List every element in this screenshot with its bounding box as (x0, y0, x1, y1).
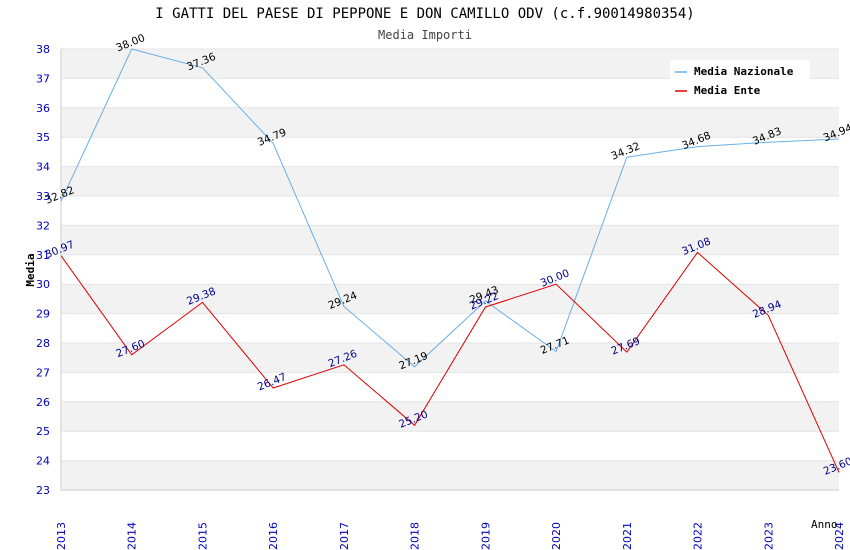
grid-band (61, 107, 839, 138)
y-tick-label: 29 (36, 308, 50, 321)
axes (60, 49, 839, 491)
chart-title: I GATTI DEL PAESE DI PEPPONE E DON CAMIL… (155, 6, 694, 22)
x-tick-label: 2015 (196, 522, 209, 550)
x-tick-label: 2020 (550, 522, 563, 550)
x-tick-label: 2014 (126, 522, 139, 550)
y-tick-label: 32 (36, 219, 50, 232)
y-tick-label: 30 (36, 278, 50, 291)
y-tick-label: 23 (36, 484, 50, 497)
grid-band (61, 401, 839, 432)
y-tick-label: 25 (36, 425, 50, 438)
x-tick-label: 2013 (55, 522, 68, 550)
grid-band (61, 460, 839, 490)
series-layer (60, 48, 840, 473)
x-tick-label: 2017 (338, 522, 351, 550)
y-tick-label: 35 (36, 131, 50, 144)
y-tick-label: 33 (36, 190, 50, 203)
grid-band (61, 196, 839, 226)
y-tick-label: 37 (36, 72, 50, 85)
y-tick-label: 26 (36, 396, 50, 409)
x-tick-label: 2019 (479, 522, 492, 550)
y-tick-label: 34 (36, 161, 50, 174)
grid-bands (61, 48, 839, 491)
grid-band (61, 372, 839, 402)
x-tick-label: 2021 (621, 522, 634, 550)
legend: Media Nazionale Media Ente (670, 60, 810, 100)
grid-band (61, 166, 839, 196)
y-axis-label: Media (24, 253, 37, 286)
grid-band (61, 313, 839, 343)
y-tick-label: 38 (36, 43, 50, 56)
x-tick-label: 2022 (692, 522, 705, 550)
x-tick-label: 2016 (267, 522, 280, 550)
series-line-nazionale (60, 48, 840, 368)
legend-box (670, 60, 810, 100)
grid-band (61, 431, 839, 461)
y-tick-label: 24 (36, 455, 50, 468)
grid-band (61, 284, 839, 314)
x-axis-label: Anno (811, 518, 838, 531)
y-tick-label: 27 (36, 366, 50, 379)
y-tick-label: 28 (36, 337, 50, 350)
grid-band (61, 343, 839, 373)
grid-band (61, 254, 839, 285)
legend-label-ente: Media Ente (694, 84, 761, 97)
y-tick-labels: 23 24 25 26 27 28 29 30 31 32 33 34 35 36 37 38 (36, 43, 50, 497)
x-tick-label: 2024 (833, 522, 846, 550)
series-line-ente (60, 251, 840, 473)
y-tick-label: 31 (36, 249, 50, 262)
grid-band (61, 137, 839, 167)
x-tick-labels: 2013 2014 2015 2016 2017 2018 2019 2020 2021 2022… (55, 522, 846, 550)
chart-subtitle: Media Importi (378, 28, 472, 42)
grid-band (61, 225, 839, 255)
x-tick-label: 2023 (762, 522, 775, 550)
legend-label-nazionale: Media Nazionale (694, 65, 794, 78)
x-tick-label: 2018 (409, 522, 422, 550)
y-tick-label: 36 (36, 102, 50, 115)
